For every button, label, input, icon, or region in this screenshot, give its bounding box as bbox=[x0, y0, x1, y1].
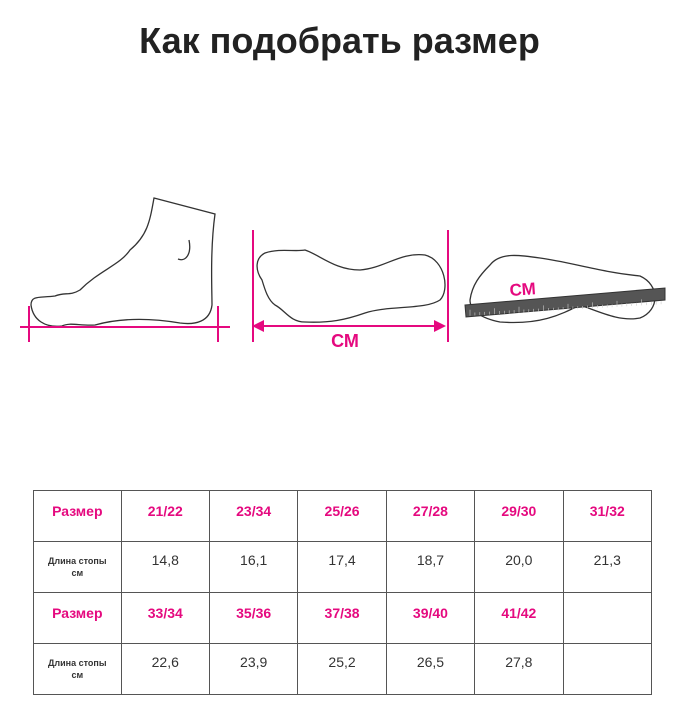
unit-label-cm: СМ bbox=[331, 331, 359, 351]
length-label: Длина стопы см bbox=[33, 643, 122, 695]
table-row: Длина стопы см 14,8 16,1 17,4 18,7 20,0 2… bbox=[33, 541, 653, 593]
side-foot-icon bbox=[30, 197, 216, 327]
length-label-text: Длина стопы bbox=[48, 658, 107, 668]
length-label: Длина стопы см bbox=[33, 541, 122, 593]
footprint-icon bbox=[256, 249, 446, 323]
length-cell: 27,8 bbox=[474, 643, 564, 695]
length-cell: 23,9 bbox=[208, 643, 299, 695]
table-row: Длина стопы см 22,6 23,9 25,2 26,5 27,8 bbox=[33, 643, 653, 695]
length-label-text: Длина стопы bbox=[48, 556, 107, 566]
size-cell: 35/36 bbox=[208, 592, 299, 644]
length-cell: 26,5 bbox=[385, 643, 476, 695]
length-cell: 22,6 bbox=[120, 643, 210, 695]
size-cell: 33/34 bbox=[120, 592, 210, 644]
size-cell: 21/22 bbox=[120, 490, 210, 542]
length-cell: 21,3 bbox=[562, 541, 653, 593]
length-cell: 14,8 bbox=[120, 541, 210, 593]
size-cell: 23/34 bbox=[208, 490, 299, 542]
size-cell bbox=[562, 592, 653, 644]
size-cell: 37/38 bbox=[297, 592, 387, 644]
size-label: Размер bbox=[33, 490, 122, 542]
length-cell: 25,2 bbox=[297, 643, 387, 695]
length-cell: 20,0 bbox=[474, 541, 564, 593]
footprint-measure-arrow bbox=[252, 230, 449, 342]
size-cell: 31/32 bbox=[562, 490, 653, 542]
size-chart-table: Размер 21/22 23/34 25/26 27/28 29/30 31/… bbox=[33, 490, 653, 695]
foot-measurement-illustration: СМ СМ bbox=[20, 197, 666, 351]
table-row: Размер 33/34 35/36 37/38 39/40 41/42 bbox=[33, 592, 653, 644]
side-measure-lines bbox=[20, 306, 230, 342]
length-label-unit: см bbox=[71, 670, 84, 680]
page-title: Как подобрать размер bbox=[139, 20, 540, 61]
size-cell: 29/30 bbox=[474, 490, 564, 542]
size-cell: 39/40 bbox=[385, 592, 476, 644]
table-row: Размер 21/22 23/34 25/26 27/28 29/30 31/… bbox=[33, 490, 653, 542]
size-label: Размер bbox=[33, 592, 122, 644]
ruler-icon bbox=[464, 287, 666, 318]
ruler-unit-label-cm: СМ bbox=[509, 279, 536, 300]
length-cell: 17,4 bbox=[297, 541, 387, 593]
size-cell: 41/42 bbox=[474, 592, 564, 644]
length-label-unit: см bbox=[71, 568, 84, 578]
size-cell: 27/28 bbox=[385, 490, 476, 542]
length-cell: 18,7 bbox=[385, 541, 476, 593]
length-cell bbox=[562, 643, 653, 695]
length-cell: 16,1 bbox=[208, 541, 299, 593]
size-cell: 25/26 bbox=[297, 490, 387, 542]
